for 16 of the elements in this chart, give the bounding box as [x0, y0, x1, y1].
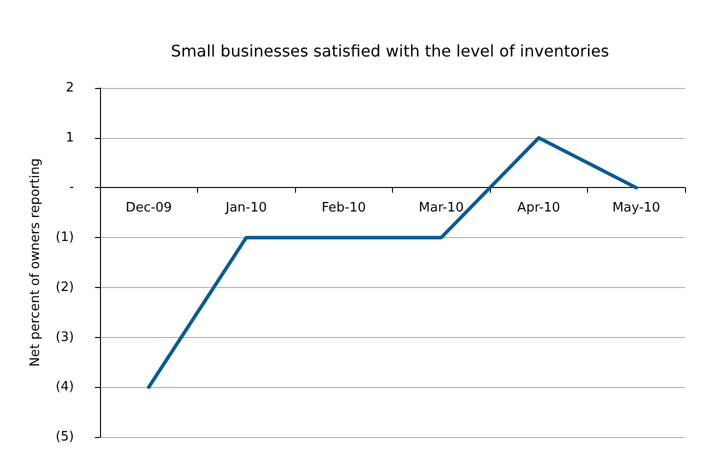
y-tick-label: 2	[66, 80, 74, 96]
y-tick-label: (2)	[56, 280, 74, 295]
chart-title: Small businesses satisfied with the level of inventories	[170, 42, 610, 60]
x-tick-label: Apr-10	[517, 200, 560, 216]
x-tick-label: Dec-09	[126, 200, 172, 216]
y-axis-title: Net percent of owners reporting	[28, 158, 43, 367]
x-tick-label: Feb-10	[322, 200, 366, 216]
y-tick-label: (4)	[56, 380, 74, 395]
x-tick-label: Jan-10	[224, 200, 267, 216]
y-tick-label: (1)	[56, 230, 74, 246]
y-tick-label: (5)	[56, 430, 74, 444]
y-tick-label: -	[69, 180, 74, 196]
y-tick-label: (3)	[56, 330, 74, 345]
y-tick-label: 1	[66, 130, 74, 146]
x-tick-label: May-10	[612, 200, 660, 216]
x-tick-label: Mar-10	[418, 200, 464, 216]
